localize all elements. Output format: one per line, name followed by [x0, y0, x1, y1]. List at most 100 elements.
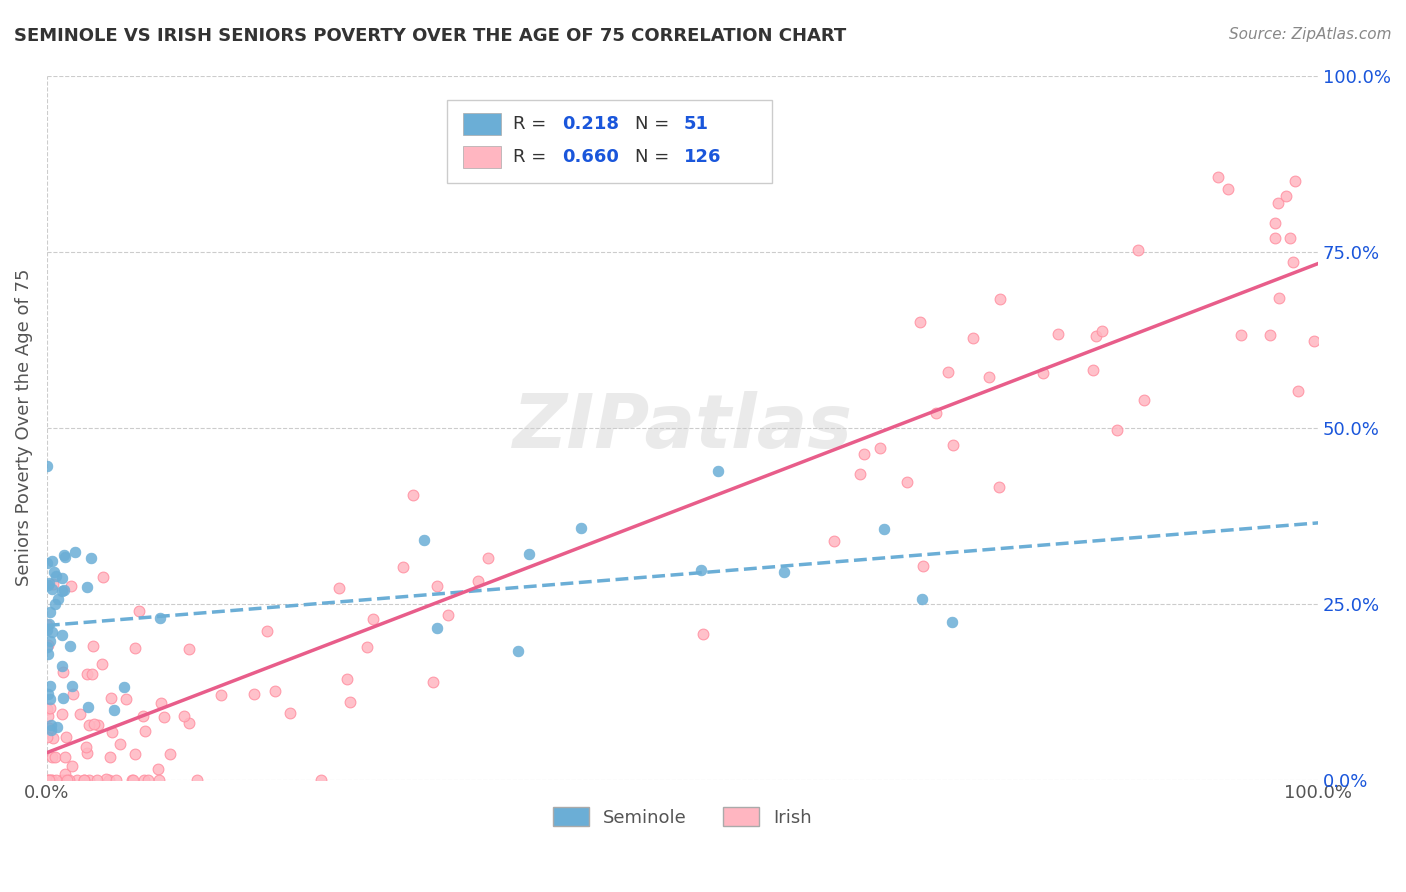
Point — [911, 591, 934, 606]
Point — [38, 633, 60, 648]
Point — [256, 624, 278, 638]
Point — [103, 703, 125, 717]
Legend: Seminole, Irish: Seminole, Irish — [546, 800, 820, 834]
Point — [517, 547, 540, 561]
Point — [309, 772, 332, 787]
Point — [69, 706, 91, 721]
Point — [104, 772, 127, 787]
Point — [51, 707, 73, 722]
Point — [46, 591, 69, 606]
Point — [62, 687, 84, 701]
Point — [437, 608, 460, 623]
Point — [51, 659, 73, 673]
Point — [1264, 216, 1286, 230]
Point — [66, 772, 89, 787]
Point — [426, 621, 449, 635]
Point — [56, 772, 79, 787]
Point — [38, 772, 60, 787]
Point — [82, 666, 104, 681]
Point — [52, 665, 75, 679]
Point — [55, 750, 77, 764]
Point — [988, 292, 1011, 306]
Point — [328, 581, 350, 595]
Point — [45, 720, 67, 734]
Point — [690, 563, 713, 577]
Point — [38, 772, 60, 787]
Point — [53, 767, 76, 781]
Point — [128, 604, 150, 618]
Point — [41, 554, 63, 568]
Point — [706, 464, 728, 478]
Point — [773, 565, 796, 579]
Point — [35, 702, 58, 716]
Point — [1216, 182, 1239, 196]
Point — [37, 647, 59, 661]
FancyBboxPatch shape — [463, 146, 501, 169]
Point — [100, 691, 122, 706]
Point — [849, 467, 872, 481]
Point — [53, 549, 76, 564]
Point — [37, 730, 59, 744]
Point — [278, 706, 301, 720]
Point — [1046, 327, 1069, 342]
Point — [91, 657, 114, 671]
Point — [86, 718, 108, 732]
Point — [62, 759, 84, 773]
Point — [692, 627, 714, 641]
Point — [1286, 384, 1309, 398]
Point — [1278, 231, 1301, 245]
Point — [1032, 366, 1054, 380]
Point — [39, 701, 62, 715]
Point — [35, 618, 58, 632]
Point — [76, 580, 98, 594]
Point — [41, 750, 63, 764]
Point — [571, 521, 593, 535]
Point — [35, 772, 58, 787]
Text: ZIPatlas: ZIPatlas — [513, 391, 852, 464]
Point — [80, 551, 103, 566]
Point — [149, 611, 172, 625]
Point — [243, 687, 266, 701]
Point — [412, 533, 434, 548]
Point — [72, 772, 94, 787]
Point — [467, 574, 489, 588]
Point — [1081, 363, 1104, 377]
Point — [356, 640, 378, 654]
Point — [45, 569, 67, 583]
Point — [112, 681, 135, 695]
Point — [508, 644, 530, 658]
Point — [53, 583, 76, 598]
Y-axis label: Seniors Poverty Over the Age of 75: Seniors Poverty Over the Age of 75 — [15, 268, 32, 586]
Point — [1206, 170, 1229, 185]
Point — [37, 687, 59, 701]
Point — [38, 605, 60, 619]
Point — [60, 579, 83, 593]
Point — [1085, 329, 1108, 343]
Point — [37, 578, 59, 592]
Text: 51: 51 — [683, 115, 709, 133]
Point — [37, 709, 59, 723]
Point — [1264, 231, 1286, 245]
Point — [148, 762, 170, 776]
Point — [896, 475, 918, 489]
Point — [42, 576, 65, 591]
Point — [1303, 334, 1326, 348]
Point — [37, 556, 59, 570]
Point — [91, 570, 114, 584]
Point — [37, 623, 59, 637]
Point — [159, 747, 181, 761]
Point — [38, 721, 60, 735]
Point — [86, 772, 108, 787]
Point — [134, 724, 156, 739]
Point — [211, 688, 233, 702]
Point — [962, 331, 984, 345]
Point — [51, 772, 73, 787]
Point — [51, 584, 73, 599]
Point — [39, 718, 62, 732]
Point — [1267, 196, 1289, 211]
Point — [53, 548, 76, 562]
Point — [44, 597, 66, 611]
Point — [1230, 327, 1253, 342]
Point — [38, 679, 60, 693]
Point — [35, 458, 58, 473]
